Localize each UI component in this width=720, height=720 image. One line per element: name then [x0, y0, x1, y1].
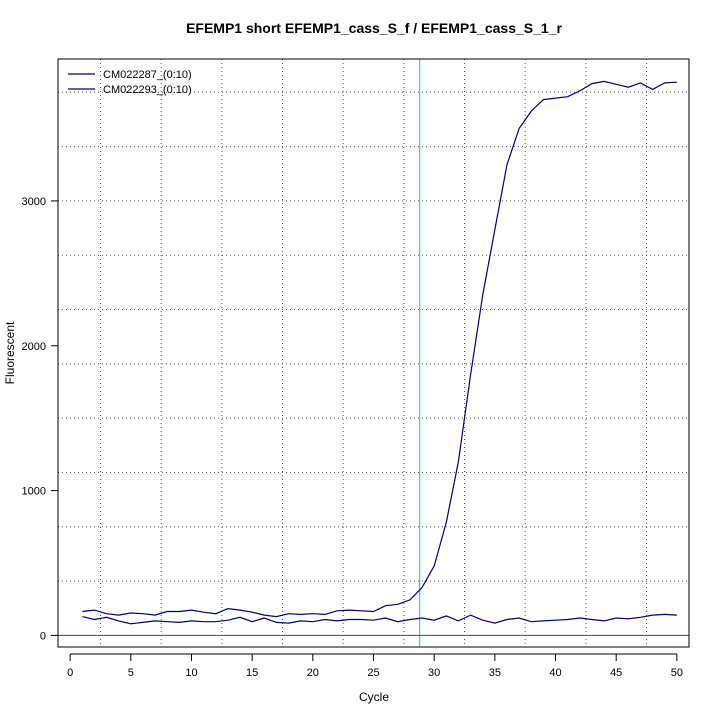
x-tick-label: 20: [307, 667, 319, 679]
y-tick-label: 3000: [22, 196, 46, 208]
x-tick-label: 25: [367, 667, 379, 679]
legend-label-2: CM022293_(0:10): [103, 84, 192, 96]
x-tick-label: 0: [67, 667, 73, 679]
series-lines: [82, 80, 677, 625]
x-tick-label: 45: [610, 667, 622, 679]
x-axis: 0 5 10 15 20 25 30 35 40 45 50: [67, 653, 683, 679]
x-tick-label: 40: [549, 667, 561, 679]
y-axis: 0 1000 2000 3000: [22, 196, 59, 642]
x-axis-label: Cycle: [359, 690, 389, 704]
y-tick-label: 0: [40, 630, 46, 642]
legend-label-1: CM022287_(0:10): [103, 69, 192, 81]
x-tick-label: 30: [428, 667, 440, 679]
y-axis-label: Fluorescent: [3, 321, 17, 384]
chart-title: EFEMP1 short EFEMP1_cass_S_f / EFEMP1_ca…: [186, 20, 562, 36]
series-line-2: [82, 613, 677, 625]
legend: CM022287_(0:10) CM022293_(0:10): [68, 69, 192, 96]
series-line-1: [82, 80, 677, 618]
x-tick-label: 5: [128, 667, 134, 679]
x-tick-label: 10: [185, 667, 197, 679]
x-tick-label: 35: [489, 667, 501, 679]
x-tick-label: 50: [671, 667, 683, 679]
y-tick-label: 2000: [22, 341, 46, 353]
plot-frame: [57, 58, 690, 648]
grid-lines: [58, 59, 689, 647]
y-tick-label: 1000: [22, 486, 46, 498]
x-tick-label: 15: [246, 667, 258, 679]
